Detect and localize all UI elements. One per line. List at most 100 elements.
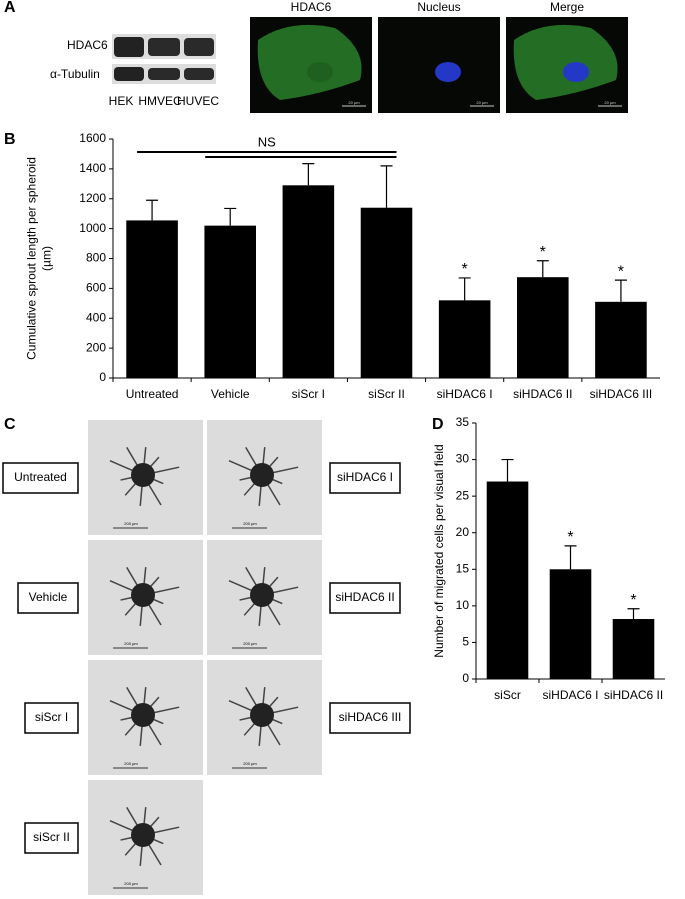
image-label: siScr I bbox=[35, 710, 68, 724]
y-axis-label: Cumulative sprout length per spheroid bbox=[25, 157, 39, 360]
band bbox=[148, 68, 180, 80]
scale-label: 200 µm bbox=[124, 521, 138, 526]
significance-marker: * bbox=[540, 244, 546, 261]
label-box bbox=[329, 462, 401, 494]
y-tick-label: 400 bbox=[86, 310, 106, 324]
band bbox=[114, 67, 144, 81]
image-label: Untreated bbox=[14, 470, 67, 484]
spheroid bbox=[131, 823, 155, 847]
x-tick-label: siHDAC6 III bbox=[590, 387, 653, 401]
lane-label: HMVEC bbox=[138, 94, 182, 108]
error-bar bbox=[380, 165, 393, 208]
bar bbox=[282, 185, 335, 378]
y-axis-label: Number of migrated cells per visual fiel… bbox=[432, 444, 446, 657]
spheroid bbox=[131, 583, 155, 607]
band bbox=[184, 68, 214, 80]
bar bbox=[360, 207, 413, 378]
y-tick-label: 200 bbox=[86, 340, 106, 354]
y-axis-label: (µm) bbox=[40, 246, 54, 271]
blot-label: HDAC6 bbox=[67, 38, 108, 52]
x-tick-label: Untreated bbox=[126, 387, 179, 401]
cell bbox=[513, 24, 618, 100]
y-tick-label: 1600 bbox=[79, 131, 106, 145]
y-tick-label: 15 bbox=[456, 561, 470, 575]
y-tick-label: 0 bbox=[99, 370, 106, 384]
scale-label: 20 µm bbox=[476, 100, 488, 105]
panel-label: B bbox=[4, 131, 16, 148]
bar bbox=[595, 301, 647, 378]
significance-marker: * bbox=[567, 529, 573, 546]
y-tick-label: 1200 bbox=[79, 191, 106, 205]
label-box bbox=[24, 702, 79, 734]
x-tick-label: siHDAC6 II bbox=[513, 387, 572, 401]
panel-label: C bbox=[4, 416, 16, 433]
bar bbox=[204, 225, 257, 378]
x-tick-label: siHDAC6 I bbox=[542, 688, 598, 702]
image-title: Nucleus bbox=[417, 0, 460, 14]
y-tick-label: 800 bbox=[86, 251, 106, 265]
significance-marker: * bbox=[630, 592, 636, 609]
error-bar bbox=[501, 458, 514, 482]
bar bbox=[486, 481, 529, 679]
x-tick-label: Vehicle bbox=[211, 387, 250, 401]
scale-label: 20 µm bbox=[604, 100, 616, 105]
spheroid bbox=[250, 463, 274, 487]
error-bar bbox=[627, 608, 640, 620]
scale-label: 200 µm bbox=[243, 521, 257, 526]
y-tick-label: 10 bbox=[456, 598, 470, 612]
bar bbox=[126, 220, 178, 378]
y-tick-label: 0 bbox=[462, 671, 469, 685]
image-label: siScr II bbox=[33, 830, 70, 844]
lane-label: HUVEC bbox=[177, 94, 219, 108]
y-tick-label: 35 bbox=[456, 415, 470, 429]
scale-label: 20 µm bbox=[348, 100, 360, 105]
x-tick-label: siHDAC6 I bbox=[437, 387, 493, 401]
panel-label: A bbox=[4, 0, 16, 16]
label-box bbox=[17, 582, 79, 614]
bar bbox=[612, 619, 655, 679]
spheroid bbox=[250, 583, 274, 607]
x-tick-label: siScr I bbox=[292, 387, 325, 401]
image-title: Merge bbox=[550, 0, 584, 14]
image-label: siHDAC6 II bbox=[335, 590, 394, 604]
error-bar bbox=[564, 545, 577, 570]
error-bar bbox=[536, 260, 549, 278]
y-tick-label: 5 bbox=[462, 635, 469, 649]
x-tick-label: siHDAC6 II bbox=[604, 688, 663, 702]
scale-label: 200 µm bbox=[243, 761, 257, 766]
cell bbox=[257, 24, 362, 100]
scale-label: 200 µm bbox=[124, 881, 138, 886]
image-label: siHDAC6 I bbox=[337, 470, 393, 484]
spheroid bbox=[131, 703, 155, 727]
panel-label: D bbox=[432, 416, 444, 433]
bar bbox=[438, 300, 491, 378]
label-box bbox=[2, 462, 79, 494]
x-tick-label: siScr bbox=[494, 688, 521, 702]
significance-marker: * bbox=[462, 261, 468, 278]
image-title: HDAC6 bbox=[291, 0, 332, 14]
lane-label: HEK bbox=[109, 94, 134, 108]
spheroid bbox=[131, 463, 155, 487]
scale-label: 200 µm bbox=[124, 641, 138, 646]
band bbox=[184, 38, 214, 56]
label-box bbox=[329, 702, 411, 734]
label-box bbox=[329, 582, 401, 614]
y-tick-label: 600 bbox=[86, 281, 106, 295]
band bbox=[148, 38, 180, 56]
scale-label: 200 µm bbox=[124, 761, 138, 766]
error-bar bbox=[302, 163, 315, 186]
y-tick-label: 1000 bbox=[79, 221, 106, 235]
nucleus bbox=[435, 62, 461, 82]
nucleus bbox=[563, 62, 589, 82]
y-tick-label: 1400 bbox=[79, 161, 106, 175]
error-bar bbox=[614, 279, 627, 302]
image-label: siHDAC6 III bbox=[339, 710, 402, 724]
bar bbox=[516, 277, 569, 378]
bar bbox=[549, 569, 592, 679]
scale-label: 200 µm bbox=[243, 641, 257, 646]
label-box bbox=[24, 822, 79, 854]
error-bar bbox=[458, 277, 471, 301]
blot-label: α-Tubulin bbox=[50, 67, 100, 81]
annotation: NS bbox=[258, 134, 276, 149]
